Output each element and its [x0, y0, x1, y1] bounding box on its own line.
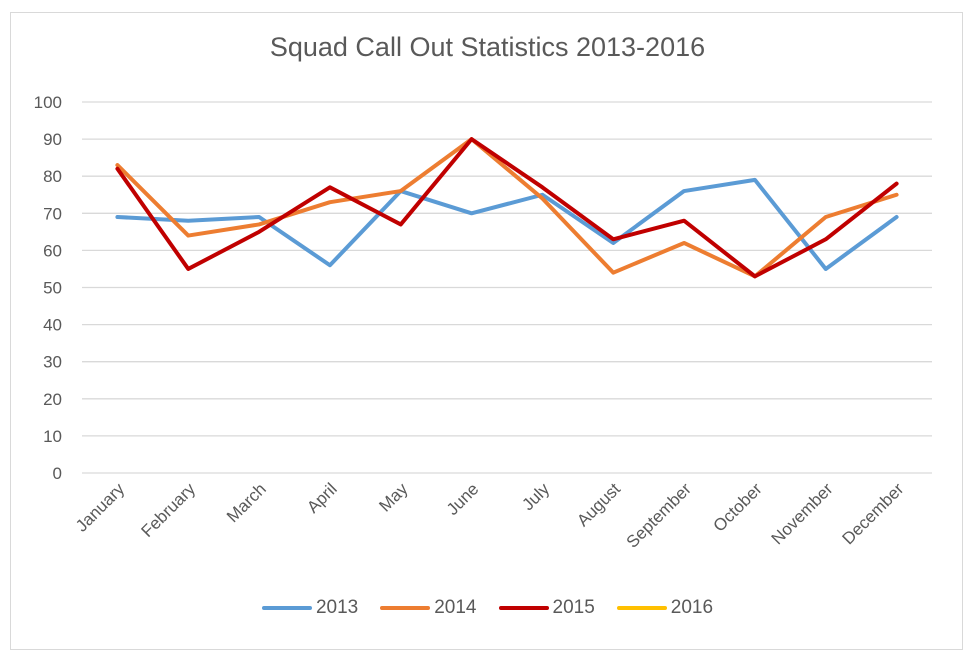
x-axis-ticks: January February March April May June July Augu… — [72, 479, 908, 552]
legend-item-2014: 2014 — [380, 597, 477, 619]
y-tick-label: 100 — [34, 93, 62, 112]
legend-item-2013: 2013 — [261, 597, 359, 619]
legend-swatch — [616, 606, 667, 610]
y-tick-label: 90 — [43, 130, 62, 149]
x-tick-label: August — [573, 479, 624, 530]
x-tick-label: October — [710, 479, 766, 535]
legend-swatch — [498, 606, 549, 610]
y-tick-label: 20 — [43, 390, 62, 409]
x-tick-label: January — [72, 479, 129, 536]
legend-label: 2013 — [315, 597, 359, 618]
series-line-2015 — [115, 137, 899, 279]
x-tick-label: July — [518, 479, 553, 514]
y-tick-label: 70 — [43, 204, 62, 223]
legend-swatch — [261, 606, 312, 610]
legend-label: 2016 — [670, 597, 714, 618]
legend-swatch — [380, 606, 431, 610]
legend-item-2016: 2016 — [616, 597, 714, 619]
y-tick-label: 30 — [43, 353, 62, 372]
series-line-2014 — [115, 137, 899, 279]
legend-label: 2014 — [434, 597, 477, 618]
x-tick-label: May — [375, 479, 411, 515]
y-tick-label: 50 — [43, 279, 62, 298]
chart-frame — [10, 12, 963, 650]
y-axis-ticks: 0 10 20 30 40 50 60 70 80 90 100 — [34, 93, 62, 483]
y-tick-label: 40 — [43, 316, 62, 335]
y-tick-label: 60 — [43, 241, 62, 260]
chart-title: Squad Call Out Statistics 2013-2016 — [269, 32, 706, 62]
y-tick-label: 10 — [43, 427, 62, 446]
x-tick-label: February — [138, 479, 200, 541]
x-tick-label: September — [623, 479, 695, 551]
series-lines — [115, 137, 899, 279]
y-tick-label: 80 — [43, 167, 62, 186]
legend-item-2015: 2015 — [498, 597, 595, 619]
legend-label: 2015 — [552, 597, 595, 618]
x-tick-label: December — [839, 479, 908, 548]
x-tick-label: March — [223, 479, 270, 526]
x-tick-label: November — [768, 479, 837, 548]
x-tick-label: June — [443, 479, 483, 519]
y-tick-label: 0 — [53, 464, 62, 483]
x-tick-label: April — [303, 479, 340, 516]
gridlines — [82, 101, 932, 474]
series-line-2013 — [115, 177, 899, 271]
chart-legend: 2013 2014 2015 2016 — [0, 597, 975, 619]
